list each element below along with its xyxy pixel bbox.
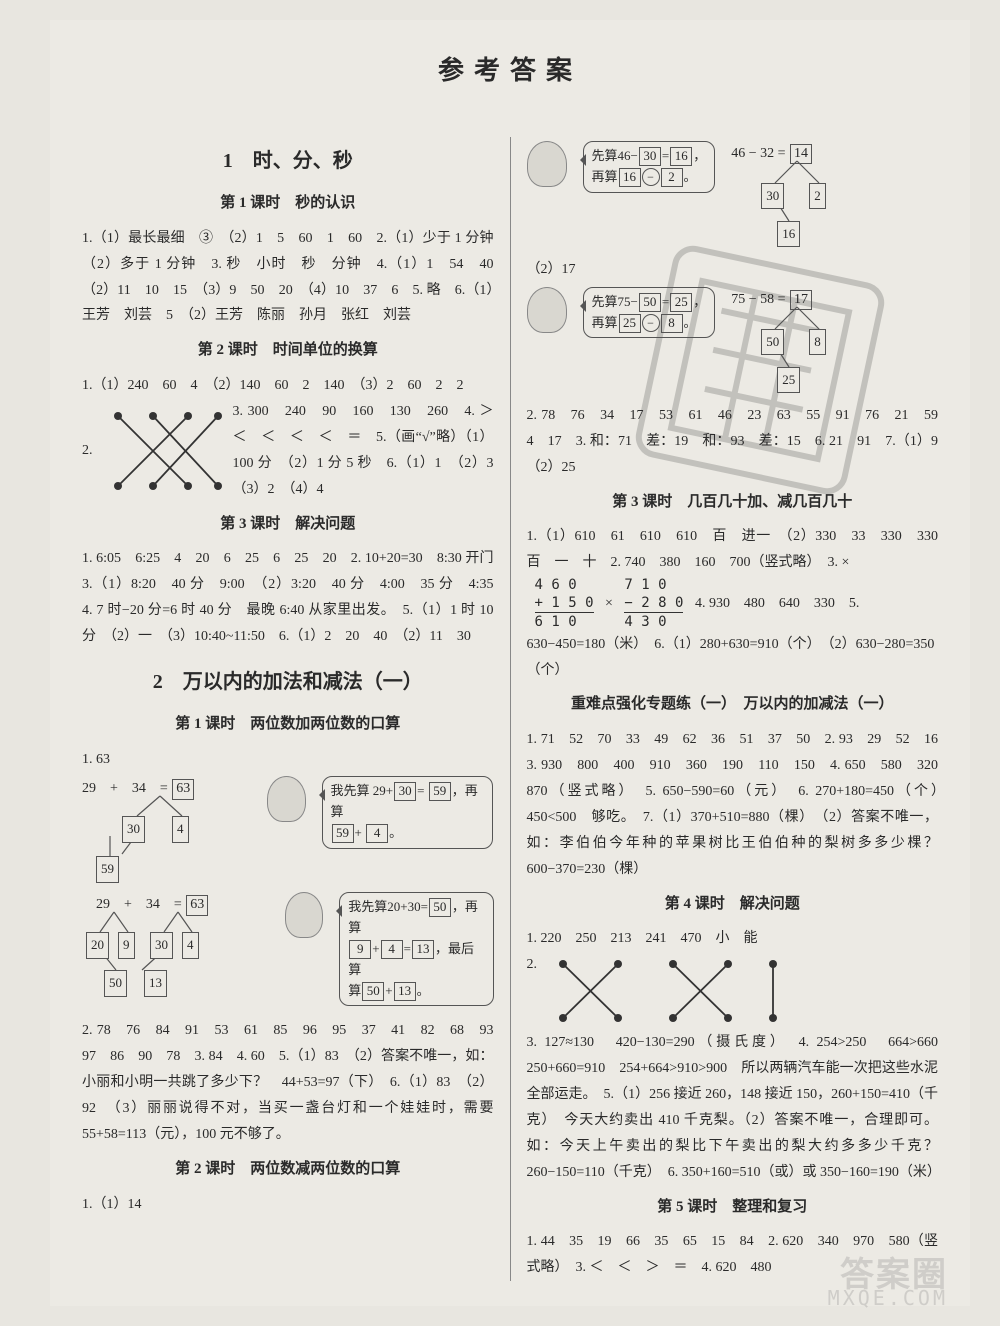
vertical-calc-row: 4 6 0 + 1 5 0 6 1 0 × 7 1 0 − 2 8 0 4 3 …: [527, 576, 939, 683]
left-column: 1 时、分、秒 第 1 课时 秒的认识 1.（1）最长最细 ③ （2）1 5 6…: [74, 137, 511, 1281]
section-2-1: 第 1 课时 两位数加两位数的口算: [82, 711, 494, 739]
text-block: 1. 71 52 70 33 49 62 36 51 37 50 2. 93 2…: [527, 727, 939, 882]
text-block: （2）17: [527, 257, 939, 283]
node: 30: [122, 816, 145, 842]
node: 50: [761, 329, 784, 355]
calc-diagram-c: 先算46−30=16， 再算16−2。 46 − 32 = 14 30 2 16: [527, 141, 939, 251]
matching-diagram: [103, 406, 223, 496]
node: 9: [118, 932, 135, 958]
avatar-icon: [285, 892, 323, 938]
speech-bubble: 先算75−50=25， 再算25−8。: [583, 287, 716, 339]
calc-diagram-d: 先算75−50=25， 再算25−8。 75 − 58 = 17 50 8 25: [527, 287, 939, 397]
calc-diagram-a: 29 + 34 = 63 30 4 59 我先算 29+30=: [82, 776, 494, 886]
avatar-icon: [527, 287, 567, 333]
text-block: 1.（1）240 60 4 （2）140 60 2 140 （3）2 60 2 …: [82, 373, 494, 399]
text-block: 3. 300 240 90 160 130 260 4. ＞ ＜ ＜ ＜ ＜ ＝…: [233, 399, 494, 503]
section-1-2: 第 2 课时 时间单位的换算: [82, 337, 494, 365]
page-title: 参考答案: [50, 20, 970, 87]
calc-diagram-b: 29 + 34 = 63 20 9 30 4 50 13: [82, 892, 494, 1012]
section-2-2: 第 2 课时 两位数减两位数的口算: [82, 1156, 494, 1184]
node: 2: [809, 183, 826, 209]
chapter-1-title: 1 时、分、秒: [82, 143, 494, 180]
watermark-url: MXQE.COM: [828, 1286, 948, 1310]
matching-diagram: [543, 956, 783, 1026]
section-special: 重难点强化专题练（一） 万以内的加减法（一）: [527, 691, 939, 719]
text-block: 1.（1）610 61 610 610 百 进一 （2）330 33 330 3…: [527, 524, 939, 576]
node: 8: [809, 329, 826, 355]
node: 59: [96, 856, 119, 882]
node: 30: [761, 183, 784, 209]
avatar-icon: [267, 776, 306, 822]
text-block: 1. 220 250 213 241 470 小 能: [527, 926, 939, 952]
node: 4: [172, 816, 189, 842]
text-block: 2. 78 76 84 91 53 61 85 96 95 37 41 82 6…: [82, 1018, 494, 1147]
text-block: 3. 127≈130 420−130=290（摄氏度） 4. 254>250 6…: [527, 1030, 939, 1185]
node: 50: [104, 970, 127, 996]
section-2-5: 第 5 课时 整理和复习: [527, 1194, 939, 1222]
node: 16: [777, 221, 800, 247]
avatar-icon: [527, 141, 567, 187]
speech-bubble: 我先算20+30=50，再算 9+4=13，最后算 算50+13。: [339, 892, 493, 1006]
node: 25: [777, 367, 800, 393]
text-block: 1. 63: [82, 747, 494, 773]
text-block: 1.（1）14: [82, 1192, 494, 1218]
text-block: 1.（1）最长最细 ③ （2）1 5 60 1 60 2.（1）少于 1 分钟 …: [82, 226, 494, 330]
node: 13: [144, 970, 167, 996]
node: 20: [86, 932, 109, 958]
speech-bubble: 我先算 29+30= 59，再算 59+ 4。: [322, 776, 494, 848]
section-1-1: 第 1 课时 秒的认识: [82, 190, 494, 218]
node: 4: [182, 932, 199, 958]
label: 2.: [527, 952, 538, 978]
speech-bubble: 先算46−30=16， 再算16−2。: [583, 141, 716, 193]
node: 30: [150, 932, 173, 958]
section-2-4: 第 4 课时 解决问题: [527, 891, 939, 919]
text-block: 2. 78 76 34 17 53 61 46 23 63 55 91 76 2…: [527, 403, 939, 481]
section-2-3: 第 3 课时 几百几十加、减几百几十: [527, 489, 939, 517]
section-1-3: 第 3 课时 解决问题: [82, 511, 494, 539]
right-column: 先算46−30=16， 再算16−2。 46 − 32 = 14 30 2 16…: [511, 137, 947, 1281]
label: 2.: [82, 438, 93, 464]
chapter-2-title: 2 万以内的加法和减法（一）: [82, 664, 494, 701]
text-block: 1. 6:05 6:25 4 20 6 25 6 25 20 2. 10+20=…: [82, 546, 494, 650]
text-block: 1. 44 35 19 66 35 65 15 84 2. 620 340 97…: [527, 1229, 939, 1281]
